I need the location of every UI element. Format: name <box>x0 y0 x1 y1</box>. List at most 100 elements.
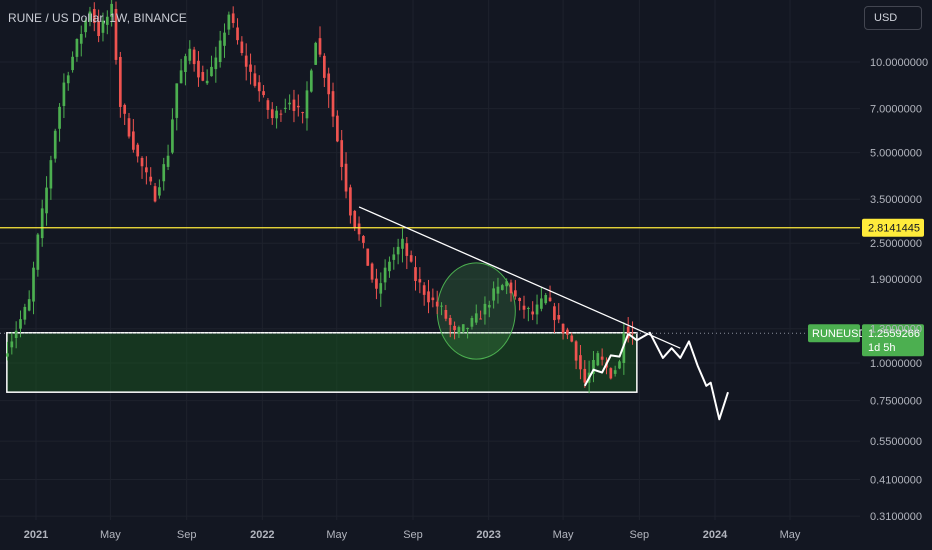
candle-body <box>553 306 556 321</box>
candle <box>522 295 526 319</box>
candle-body <box>45 187 48 214</box>
trendline[interactable] <box>358 206 681 349</box>
candle <box>27 290 31 312</box>
candle-body <box>197 60 200 78</box>
x-tick-label: 2022 <box>250 529 274 541</box>
last-price-tag <box>862 324 924 357</box>
y-tick-label: 5.0000000 <box>870 148 922 160</box>
candle <box>487 300 491 318</box>
candle-body <box>153 186 157 202</box>
countdown-label: 1d 5h <box>868 342 896 354</box>
candle <box>49 155 53 200</box>
candle-body <box>149 176 153 182</box>
candle <box>314 41 318 66</box>
candle-body <box>88 11 92 21</box>
candle <box>288 94 291 111</box>
candle <box>626 317 630 343</box>
candle-body <box>457 327 461 334</box>
time-axis[interactable]: 2021 May Sep 2022 May Sep 2023 May Sep 2024 May <box>24 529 801 541</box>
candle <box>79 25 83 57</box>
candle-body <box>466 327 469 330</box>
candle <box>496 277 500 304</box>
candle-body <box>227 14 231 30</box>
candle <box>570 332 574 343</box>
candle <box>448 314 452 338</box>
candle <box>396 238 400 265</box>
candle-body <box>596 353 600 366</box>
candle <box>336 110 339 143</box>
candle-body <box>318 38 322 55</box>
candle-body <box>557 315 561 320</box>
candle-body <box>166 155 170 167</box>
x-tick-label: May <box>326 529 347 541</box>
currency-button[interactable]: USD <box>864 6 922 30</box>
candle <box>418 267 422 294</box>
y-tick-label: 2.5000000 <box>870 238 922 250</box>
candle-body <box>71 56 74 71</box>
candle-body <box>145 167 148 173</box>
candle-body <box>279 113 283 115</box>
candle <box>431 288 435 308</box>
candle-body <box>540 298 543 309</box>
candle <box>474 304 478 325</box>
support-zone[interactable] <box>6 332 638 393</box>
candle-body <box>496 286 500 294</box>
candle <box>231 6 235 28</box>
candle <box>45 176 48 226</box>
candle-body <box>123 104 127 114</box>
candle <box>283 98 287 113</box>
candle-body <box>188 48 192 61</box>
candle-body <box>336 115 339 142</box>
candle <box>592 351 595 383</box>
candle-body <box>253 73 257 86</box>
x-tick-label: 2023 <box>476 529 500 541</box>
candle <box>349 184 352 224</box>
candle <box>58 103 61 142</box>
x-tick-label: May <box>780 529 801 541</box>
candle <box>301 111 304 124</box>
candle <box>197 51 200 87</box>
candle <box>244 43 248 81</box>
candle-body <box>474 313 478 323</box>
price-axis[interactable]: 10.0000000 7.0000000 5.0000000 3.5000000 2.5… <box>870 57 928 523</box>
candle <box>505 278 508 295</box>
projection-path[interactable] <box>583 331 729 421</box>
candle-body <box>162 164 166 182</box>
candle-body <box>409 255 413 262</box>
candle-body <box>470 318 474 327</box>
candle-body <box>136 144 140 157</box>
candle-body <box>132 131 135 150</box>
candle <box>75 38 79 62</box>
candle-body <box>500 285 504 290</box>
horizontal-level-label: 2.8141445 <box>868 223 920 235</box>
candle-body <box>283 107 287 109</box>
candle-body <box>314 42 318 65</box>
candle-body <box>418 279 422 283</box>
candle-body <box>448 317 452 325</box>
candle <box>218 30 222 68</box>
candle-body <box>435 301 439 307</box>
candle-body <box>205 80 209 84</box>
candle <box>249 53 252 85</box>
candle-body <box>613 370 617 374</box>
candle <box>483 296 487 325</box>
candle <box>279 109 283 122</box>
candle-body <box>566 329 569 335</box>
candle <box>40 199 44 247</box>
candle <box>613 365 617 377</box>
candle <box>566 327 569 340</box>
candle-body <box>353 210 357 228</box>
candle-body <box>531 311 535 315</box>
candle <box>548 285 552 302</box>
candle-body <box>14 330 18 339</box>
candle-body <box>305 90 309 119</box>
candle <box>240 36 244 56</box>
candle-body <box>609 368 613 379</box>
horizontal-level-tag <box>862 218 924 237</box>
candle <box>470 315 474 330</box>
candle-body <box>518 298 522 302</box>
candle <box>366 248 370 266</box>
y-tick-label: 0.5500000 <box>870 436 922 448</box>
